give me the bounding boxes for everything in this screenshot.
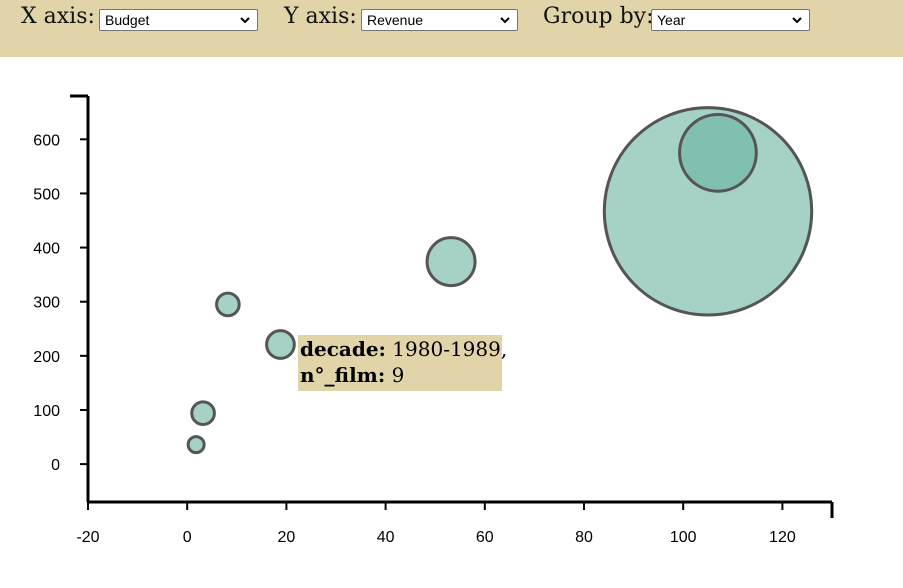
tooltip: decade: 1980-1989, n°_film: 9 — [298, 335, 507, 391]
controls-bar: X axis: Budget Y axis: Revenue Group by:… — [0, 0, 903, 57]
bubble-point[interactable] — [190, 400, 216, 427]
tooltip-key-decade: decade: — [300, 337, 386, 361]
y-tick-label: 400 — [33, 241, 60, 258]
x-tick-label: 120 — [769, 529, 796, 546]
y-tick-label: 300 — [33, 295, 60, 312]
y-tick-label: 0 — [51, 457, 60, 474]
x-axis-select[interactable]: Budget — [99, 9, 258, 31]
x-tick-label: -20 — [76, 529, 99, 546]
axes-layer: -20 0 20 40 60 80 100 120 0 100 200 300 400 500 600 — [33, 94, 834, 546]
y-axis-select-value: Revenue — [367, 12, 424, 28]
x-tick-label: 0 — [183, 529, 192, 546]
y-axis-label: Y axis: — [284, 4, 357, 29]
tooltip-value-decade: 1980-1989, — [392, 337, 508, 361]
bubble-point[interactable] — [678, 112, 758, 193]
tooltip-value-film-count: 9 — [391, 363, 405, 387]
y-tick-label: 200 — [33, 349, 60, 366]
y-axis-select[interactable]: Revenue — [361, 9, 518, 31]
bubbles-layer — [186, 106, 814, 455]
x-tick-label: 40 — [377, 529, 395, 546]
tooltip-line-film-count: n°_film: 9 — [300, 362, 500, 388]
bubble-chart: -20 0 20 40 60 80 100 120 0 100 200 300 400 500 600 — [33, 94, 834, 546]
bubble-point[interactable] — [602, 106, 814, 317]
group-by-select[interactable]: Year — [651, 9, 810, 31]
x-tick-label: 80 — [575, 529, 593, 546]
bubble-point[interactable] — [186, 435, 206, 455]
y-tick-label: 500 — [33, 186, 60, 203]
x-axis-label: X axis: — [21, 4, 95, 29]
chevron-down-icon — [792, 17, 802, 24]
group-by-select-value: Year — [657, 12, 686, 28]
y-tick-label: 600 — [33, 132, 60, 149]
x-tick-label: 20 — [278, 529, 296, 546]
tooltip-key-film-count: n°_film: — [300, 363, 386, 387]
chevron-down-icon — [240, 17, 250, 24]
group-by-label: Group by: — [543, 4, 654, 29]
y-tick-label: 100 — [33, 403, 60, 420]
x-tick-label: 100 — [670, 529, 697, 546]
x-tick-label: 60 — [476, 529, 494, 546]
chevron-down-icon — [500, 17, 510, 24]
bubble-point[interactable] — [265, 329, 296, 360]
bubble-point[interactable] — [215, 291, 241, 318]
tooltip-line-decade: decade: 1980-1989, — [300, 336, 507, 362]
x-axis-select-value: Budget — [105, 12, 150, 28]
bubble-point[interactable] — [425, 236, 477, 288]
